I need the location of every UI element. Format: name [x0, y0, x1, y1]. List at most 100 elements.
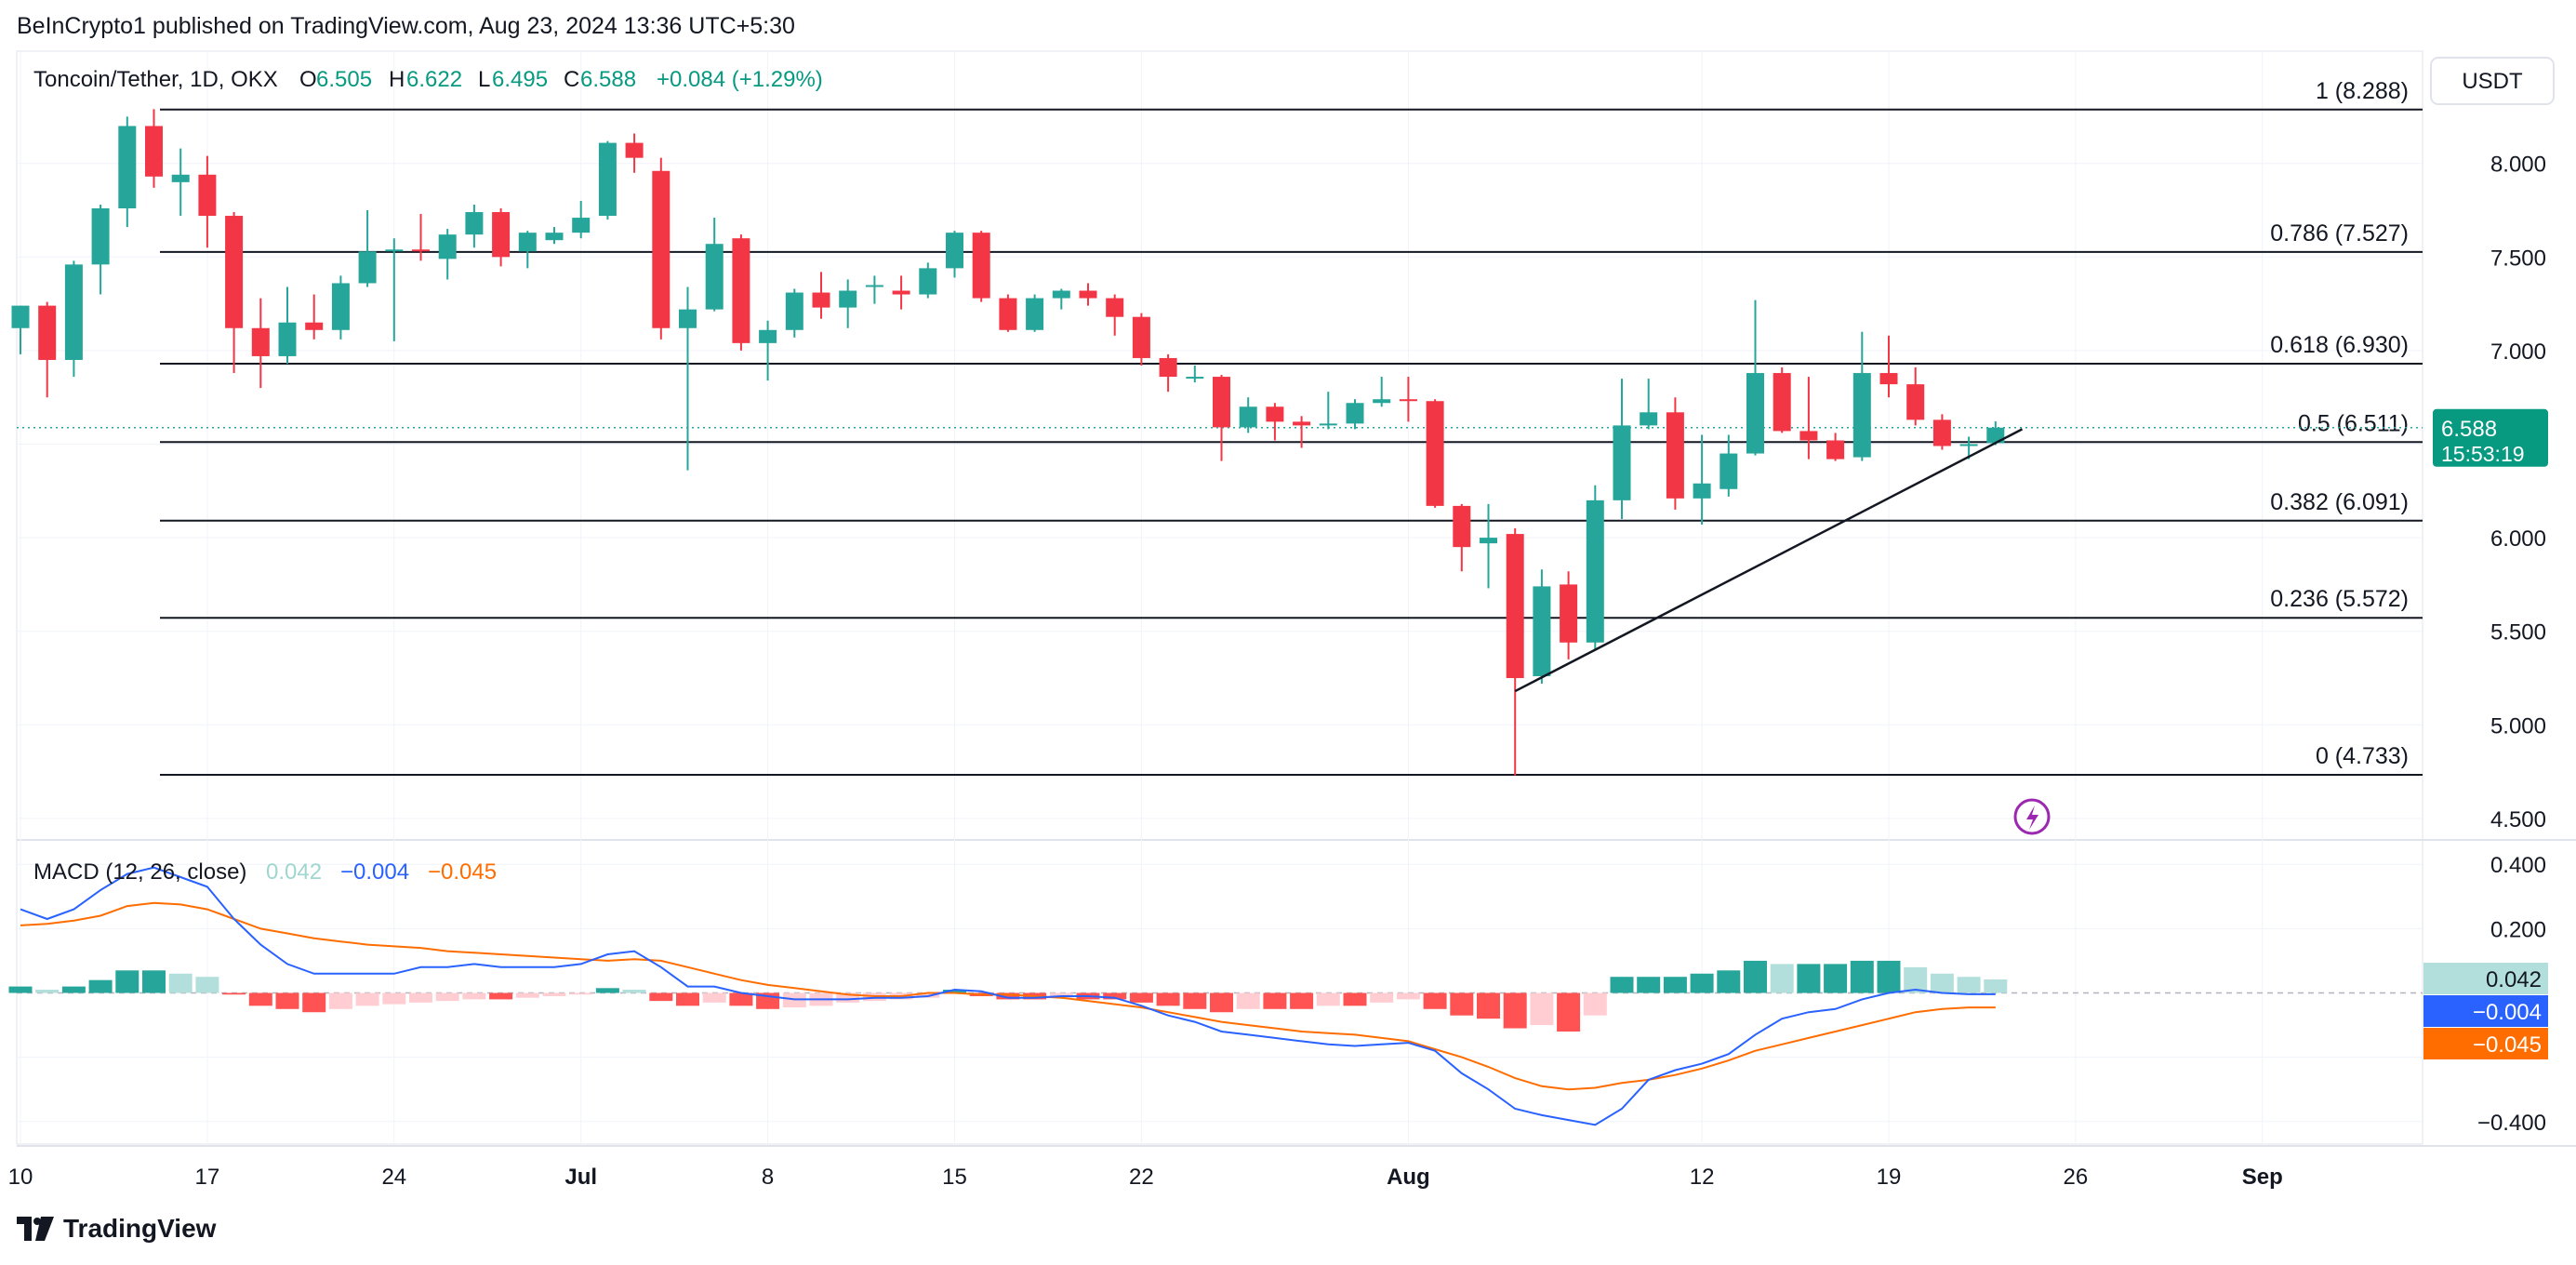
- macd-histogram-bar: [61, 986, 86, 993]
- candle-body: [1026, 298, 1044, 330]
- macd-histogram-bar: [1877, 960, 1901, 993]
- candle-body: [305, 322, 324, 330]
- macd-histogram-bar: [1610, 977, 1634, 993]
- candle-body: [1959, 444, 1978, 446]
- macd-histogram-bar: [595, 988, 619, 993]
- macd-histogram-bar: [1156, 992, 1180, 1006]
- candle-body: [91, 208, 110, 265]
- price-tick-label: 5.000: [2490, 713, 2546, 739]
- candle-body: [412, 249, 430, 252]
- candle-body: [1106, 298, 1124, 317]
- candle-body: [465, 212, 484, 235]
- axis-labels: 10 17 24 Jul 8 15 22 Aug 12 19 26 Sep: [8, 1165, 2283, 1190]
- candle-body: [1906, 384, 1925, 420]
- candle-body: [1640, 412, 1658, 426]
- macd-histogram-bar: [1343, 992, 1367, 1006]
- close-value: 6.588: [580, 67, 636, 92]
- macd-legend: MACD (12, 26, close) 0.042 −0.004 −0.045: [33, 859, 497, 885]
- macd-histogram-bar: [1316, 992, 1340, 1006]
- time-tick-label: Jul: [564, 1165, 597, 1190]
- macd-histogram-bar: [1557, 992, 1581, 1032]
- macd-histogram-bar: [1503, 992, 1527, 1029]
- macd-badge-hist-label: 0.042: [2486, 967, 2542, 992]
- candle-body: [38, 305, 57, 360]
- bolt-icon[interactable]: [2013, 798, 2051, 835]
- macd-histogram-bar: [1370, 992, 1394, 1003]
- candle-body: [278, 322, 297, 356]
- candle-body: [892, 290, 910, 295]
- macd-histogram-bar: [1850, 960, 1874, 993]
- macd-histogram-bar: [328, 992, 352, 1009]
- candle-body: [1799, 431, 1818, 441]
- macd-histogram-bar: [355, 992, 379, 1006]
- macd-histogram-bar: [622, 990, 646, 993]
- macd-histogram-bar: [1129, 992, 1153, 1003]
- time-tick-label: Aug: [1387, 1165, 1430, 1190]
- candle-body: [1159, 357, 1177, 378]
- macd-tick-label: −0.400: [2477, 1111, 2546, 1136]
- open-value: 6.505: [316, 67, 372, 92]
- time-tick-label: 22: [1129, 1165, 1154, 1190]
- candle-body: [785, 292, 803, 330]
- candle-body: [225, 216, 244, 328]
- macd-histogram-bar: [1797, 964, 1821, 993]
- candle-body: [1666, 412, 1684, 499]
- macd-histogram-bar: [1744, 960, 1767, 993]
- price-axis[interactable]: 8.0007.5007.0006.5006.0005.5005.0004.500…: [2423, 153, 2548, 1136]
- candle-body: [919, 268, 937, 295]
- candle-body: [1533, 586, 1551, 676]
- low-value: 6.495: [492, 67, 548, 92]
- macd-badge-signal: [2423, 1028, 2548, 1059]
- candle-body: [1879, 373, 1898, 385]
- macd-legend-signal: −0.045: [428, 859, 497, 885]
- macd-histogram-bar: [1583, 992, 1607, 1016]
- candle-body: [1426, 401, 1444, 506]
- macd-histogram-bar: [1477, 992, 1500, 1019]
- candle-body: [946, 233, 963, 269]
- macd-histogram-bar: [275, 992, 299, 1009]
- macd-histogram-bar: [489, 992, 513, 1000]
- candle-body: [331, 283, 350, 330]
- macd-tick-label: 0.400: [2490, 853, 2546, 878]
- fib-level-label: 1 (8.288): [2316, 78, 2409, 104]
- macd-histogram-bar: [382, 992, 406, 1005]
- candle-body: [492, 212, 511, 258]
- macd-title: MACD (12, 26, close): [33, 859, 246, 885]
- fib-retracement[interactable]: 1 (8.288) 0.786 (7.527) 0.618 (6.930) 0.5 (…: [17, 78, 2423, 777]
- support-trendline[interactable]: [1514, 428, 2024, 693]
- candle-body: [1373, 399, 1391, 404]
- trendline[interactable]: [1514, 428, 2024, 693]
- macd-histogram-bar: [569, 992, 593, 995]
- candle-body: [625, 142, 644, 158]
- fib-level-label: 0.382 (6.091): [2270, 489, 2409, 515]
- time-tick-label: 10: [8, 1165, 33, 1190]
- macd-histogram-bar: [515, 992, 539, 998]
- candle-body: [1720, 453, 1738, 489]
- candle-body: [545, 233, 564, 241]
- macd-histogram-bar: [1824, 964, 1848, 993]
- ohlc-legend: O 6.505 H 6.622 L 6.495 C 6.588 +0.084 (…: [299, 67, 823, 92]
- currency-button[interactable]: [2430, 57, 2555, 105]
- macd-histogram-bar: [996, 992, 1020, 1000]
- macd-histogram-bar: [1210, 992, 1233, 1013]
- candle-body: [1560, 584, 1578, 643]
- time-tick-label: 19: [1877, 1165, 1902, 1190]
- macd-histogram-bar: [1396, 992, 1420, 1000]
- candle-body: [251, 327, 270, 356]
- candle-body: [1932, 419, 1951, 446]
- low-label: L: [478, 67, 490, 92]
- price-tick-label: 7.000: [2490, 340, 2546, 365]
- macd-histogram-bar: [1770, 964, 1794, 993]
- fib-level-label: 0.786 (7.527): [2270, 220, 2409, 246]
- footer-brand[interactable]: TradingView: [17, 1214, 216, 1244]
- macd-badge-signal-label: −0.045: [2473, 1032, 2542, 1058]
- macd-pane: [8, 866, 2423, 1126]
- macd-histogram-bar: [142, 970, 166, 993]
- candle-body: [11, 305, 30, 328]
- macd-badge-hist: [2423, 963, 2548, 994]
- macd-tick-label: 0.200: [2490, 917, 2546, 942]
- candle-body: [759, 329, 777, 343]
- macd-histogram-bar: [222, 992, 246, 995]
- macd-signal-line: [20, 901, 1996, 1091]
